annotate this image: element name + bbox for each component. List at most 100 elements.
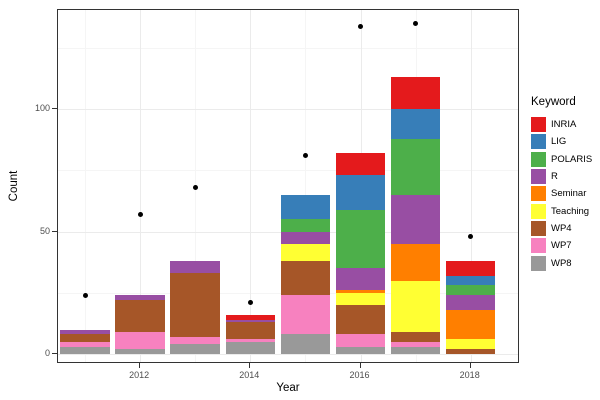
data-point-2016 bbox=[358, 23, 363, 29]
bar-segment-LIG-2016 bbox=[335, 175, 386, 210]
legend-item-label: LIG bbox=[551, 136, 567, 148]
bar-segment-Seminar-2018 bbox=[445, 309, 496, 340]
bar-segment-WP7-2013 bbox=[170, 336, 220, 345]
bar-segment-WP4-2011 bbox=[60, 334, 110, 342]
bar-segment-WP4-2014 bbox=[225, 322, 276, 340]
legend-item-label: INRIA bbox=[551, 119, 577, 131]
x-tick-label: 2016 bbox=[349, 370, 370, 380]
bar-segment-R-2017 bbox=[390, 194, 441, 244]
bar-segment-Teaching-2018 bbox=[445, 339, 496, 350]
bar-segment-Seminar-2016 bbox=[335, 290, 386, 293]
bar-segment-INRIA-2014 bbox=[225, 314, 276, 320]
plot-panel bbox=[57, 9, 519, 363]
legend-title: Keyword bbox=[531, 96, 576, 108]
bar-segment-Teaching-2016 bbox=[335, 292, 386, 306]
bar-segment-WP8-2017 bbox=[390, 346, 441, 354]
legend-item-label: R bbox=[551, 171, 558, 183]
y-tick-label: 0 bbox=[44, 348, 50, 358]
x-axis-title: Year bbox=[276, 382, 300, 394]
bar-segment-WP8-2013 bbox=[170, 344, 220, 354]
legend-item-WP8: WP8 bbox=[531, 254, 592, 271]
bar-segment-WP8-2011 bbox=[60, 346, 110, 354]
gridline-y-major bbox=[58, 354, 518, 355]
bar-segment-R-2016 bbox=[335, 268, 386, 291]
legend-item-R: R bbox=[531, 168, 592, 185]
bar-segment-R-2018 bbox=[445, 295, 496, 310]
bar-segment-WP4-2015 bbox=[280, 261, 331, 296]
bar-segment-WP7-2011 bbox=[60, 341, 110, 347]
bar-segment-POLARIS-2017 bbox=[390, 138, 441, 195]
gridline-x-major bbox=[470, 10, 472, 362]
legend-item-LIG: LIG bbox=[531, 133, 592, 150]
gridline-x-minor bbox=[85, 10, 86, 362]
bar-segment-Teaching-2017 bbox=[390, 280, 441, 332]
legend-item-label: WP7 bbox=[551, 240, 572, 252]
data-point-2012 bbox=[137, 212, 143, 218]
legend-item-POLARIS: POLARIS bbox=[531, 151, 592, 168]
legend-key-swatch-R bbox=[531, 169, 546, 185]
bar-segment-WP8-2015 bbox=[280, 334, 331, 354]
legend-items: INRIA LIG POLARIS R Seminar Teaching WP4 WP7 WP8 bbox=[531, 116, 592, 272]
bar-segment-R-2014 bbox=[225, 319, 276, 323]
gridline-x-minor bbox=[305, 10, 307, 362]
legend-key-swatch-LIG bbox=[531, 134, 546, 150]
y-axis-title: Count bbox=[8, 170, 20, 202]
bar-segment-WP7-2012 bbox=[115, 331, 165, 350]
bar-segment-WP7-2016 bbox=[335, 334, 386, 347]
legend-key-swatch-WP8 bbox=[531, 255, 546, 271]
bar-segment-R-2012 bbox=[115, 295, 165, 301]
gridline-y-major bbox=[58, 109, 518, 111]
legend: Keyword INRIA LIG POLARIS R Seminar Teaching W… bbox=[531, 96, 592, 272]
x-axis-tick bbox=[249, 363, 251, 368]
data-point-2017 bbox=[413, 21, 419, 27]
bar-segment-WP7-2015 bbox=[280, 295, 331, 335]
bar-segment-WP8-2012 bbox=[115, 349, 165, 354]
bar-segment-WP4-2017 bbox=[390, 331, 441, 342]
legend-item-Teaching: Teaching bbox=[531, 202, 592, 219]
x-tick-label: 2012 bbox=[129, 370, 150, 380]
gridline-y-minor bbox=[58, 170, 518, 172]
bar-segment-WP4-2013 bbox=[170, 273, 220, 337]
x-tick-label: 2018 bbox=[459, 370, 480, 380]
gridline-y-minor bbox=[58, 48, 518, 50]
x-axis-tick bbox=[359, 363, 361, 368]
data-point-2013 bbox=[192, 185, 198, 191]
legend-item-label: Seminar bbox=[551, 188, 587, 200]
data-point-2014 bbox=[247, 300, 253, 306]
bar-segment-LIG-2017 bbox=[390, 109, 441, 139]
x-axis-tick bbox=[469, 363, 471, 368]
legend-key-swatch-INRIA bbox=[531, 117, 546, 133]
y-axis-tick bbox=[52, 108, 57, 110]
x-axis-tick bbox=[139, 363, 141, 368]
legend-item-label: Teaching bbox=[551, 205, 590, 217]
bar-segment-POLARIS-2018 bbox=[445, 285, 496, 296]
bar-segment-R-2011 bbox=[60, 329, 110, 335]
y-tick-label: 100 bbox=[34, 103, 50, 114]
legend-key-swatch-Seminar bbox=[531, 186, 546, 202]
legend-item-label: WP8 bbox=[551, 257, 572, 269]
bar-segment-WP4-2016 bbox=[335, 305, 386, 335]
legend-item-label: WP4 bbox=[551, 222, 572, 234]
bar-segment-INRIA-2018 bbox=[445, 261, 496, 276]
legend-key-swatch-Teaching bbox=[531, 203, 546, 219]
bar-segment-Seminar-2017 bbox=[390, 243, 441, 281]
bar-segment-R-2013 bbox=[170, 261, 220, 274]
bar-segment-WP8-2016 bbox=[335, 346, 386, 354]
legend-key-swatch-WP4 bbox=[531, 220, 546, 236]
bar-segment-INRIA-2016 bbox=[335, 153, 386, 176]
bar-segment-LIG-2015 bbox=[280, 194, 331, 220]
legend-item-Seminar: Seminar bbox=[531, 185, 592, 202]
bar-segment-WP4-2012 bbox=[115, 300, 165, 332]
legend-key-swatch-POLARIS bbox=[531, 151, 546, 167]
legend-item-label: POLARIS bbox=[551, 153, 593, 165]
bar-segment-INRIA-2017 bbox=[390, 77, 441, 110]
bar-segment-WP4-2018 bbox=[445, 349, 496, 354]
gridline-x-major bbox=[250, 10, 252, 362]
bar-segment-WP7-2017 bbox=[390, 341, 441, 347]
y-tick-label: 50 bbox=[39, 225, 50, 236]
bar-segment-POLARIS-2015 bbox=[280, 219, 331, 232]
legend-item-WP4: WP4 bbox=[531, 220, 592, 237]
bar-segment-Teaching-2015 bbox=[280, 243, 331, 261]
legend-item-WP7: WP7 bbox=[531, 237, 592, 254]
